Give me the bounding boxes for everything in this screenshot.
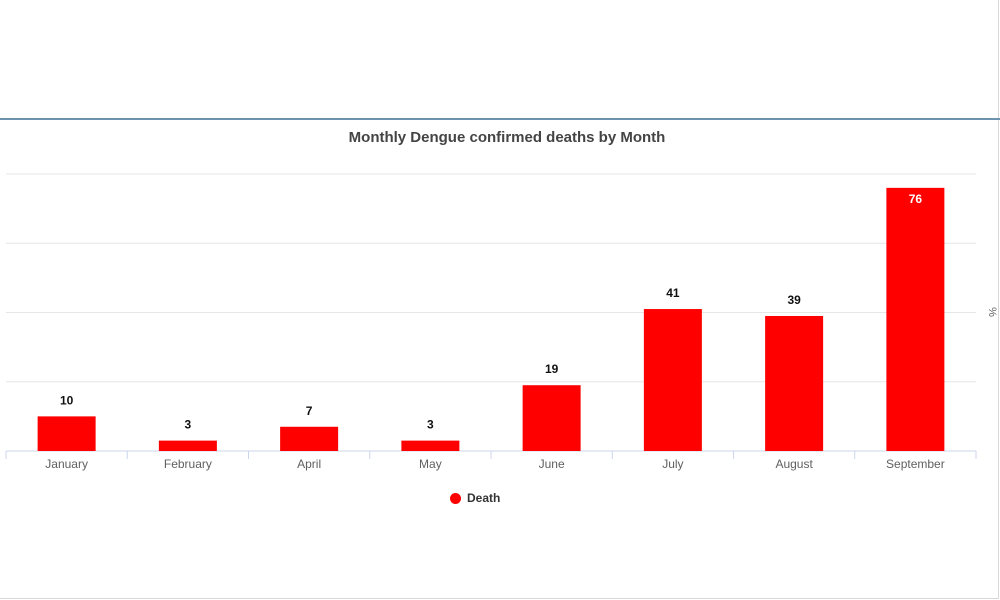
bar-july[interactable] (643, 309, 702, 451)
bar-february[interactable] (158, 440, 217, 451)
bar-june[interactable] (522, 385, 581, 451)
legend-marker-icon (450, 492, 461, 504)
x-axis (5, 450, 977, 459)
x-tick-label-january: January (45, 457, 88, 471)
bar-may[interactable] (401, 440, 460, 451)
category-labels: January February April May June July August Sep… (45, 457, 944, 471)
x-tick-label-july: July (662, 457, 683, 471)
data-label-january: 10 (60, 393, 74, 407)
bar-august[interactable] (765, 315, 824, 451)
data-labels: 10 3 7 3 19 41 39 76 (60, 192, 922, 432)
x-tick-label-february: February (164, 457, 212, 471)
data-label-july: 41 (666, 286, 680, 300)
x-tick-label-august: August (775, 457, 813, 471)
bar-september[interactable] (886, 187, 945, 451)
data-label-june: 19 (545, 362, 559, 376)
grid-lines (6, 173, 976, 383)
bar-april[interactable] (280, 426, 339, 451)
data-label-august: 39 (787, 293, 801, 307)
y-axis-title: % (986, 307, 998, 317)
bars (37, 187, 945, 451)
x-tick-label-september: September (886, 457, 945, 471)
top-divider (0, 118, 1000, 120)
x-tick-label-april: April (297, 457, 321, 471)
legend-label: Death (467, 491, 501, 505)
bar-january[interactable] (37, 416, 96, 451)
data-label-april: 7 (306, 404, 313, 418)
data-label-september: 76 (909, 192, 923, 206)
x-tick-label-may: May (419, 457, 442, 471)
legend[interactable]: Death (450, 491, 500, 505)
data-label-may: 3 (427, 418, 434, 432)
chart-title: Monthly Dengue confirmed deaths by Month (348, 129, 666, 146)
x-tick-label-june: June (539, 457, 565, 471)
data-label-february: 3 (185, 418, 192, 432)
